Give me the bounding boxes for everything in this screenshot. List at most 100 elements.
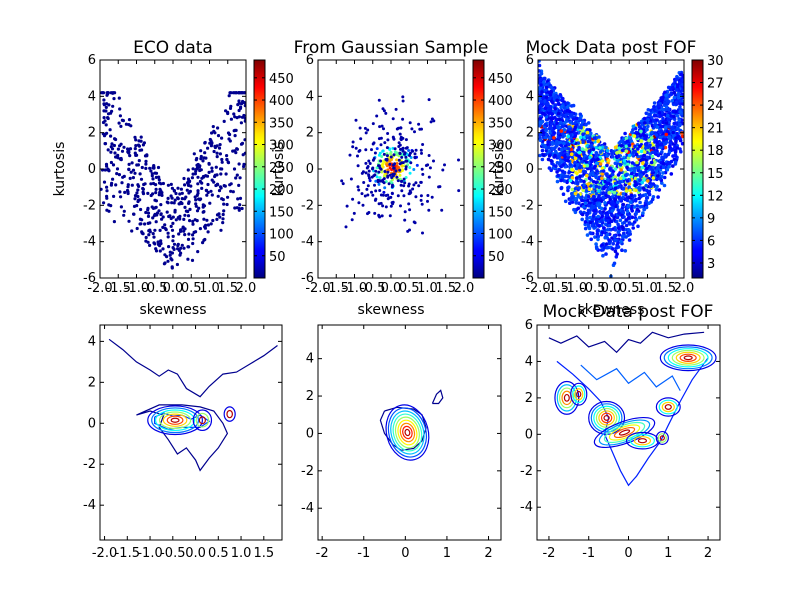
scatter-point	[388, 214, 392, 218]
scatter-point	[620, 148, 625, 153]
scatter-point	[351, 140, 355, 144]
scatter-point	[390, 185, 394, 189]
scatter-point	[382, 159, 385, 163]
scatter-point	[543, 99, 547, 103]
scatter-point	[430, 195, 434, 199]
scatter-point	[563, 120, 567, 125]
scatter-point	[340, 179, 344, 183]
scatter-point	[662, 175, 667, 180]
scatter-point	[395, 127, 399, 131]
scatter-point	[170, 228, 175, 232]
scatter-point	[212, 129, 216, 133]
contour-line	[226, 409, 233, 419]
scatter-point	[579, 135, 583, 140]
scatter-point	[349, 177, 353, 181]
scatter-point	[195, 193, 199, 197]
scatter-point	[197, 206, 201, 210]
scatter-point	[160, 217, 164, 221]
scatter-point	[590, 159, 594, 164]
scatter-point	[184, 195, 188, 199]
scatter-point	[651, 182, 656, 186]
scatter-point	[549, 159, 553, 163]
scatter-point	[589, 231, 593, 236]
scatter-point	[208, 137, 212, 142]
scatter-point	[144, 235, 148, 240]
colorbar-tick-label: 250	[488, 161, 513, 176]
scatter-point	[624, 149, 628, 153]
contour-line	[166, 415, 184, 425]
scatter-point	[191, 222, 195, 226]
scatter-point	[587, 149, 592, 153]
scatter-point	[595, 169, 599, 173]
scatter-point	[633, 126, 638, 131]
scatter-point	[426, 199, 429, 203]
scatter-point	[366, 128, 370, 132]
colorbar-tick-label: 50	[488, 250, 505, 265]
scatter-point	[592, 166, 596, 170]
scatter-point	[556, 131, 561, 135]
scatter-point	[419, 198, 423, 202]
scatter-point	[612, 190, 617, 195]
scatter-point	[153, 198, 157, 202]
axes-frame-gauss-contour	[317, 324, 502, 541]
scatter-point	[205, 174, 210, 178]
scatter-point	[209, 144, 213, 148]
scatter-point	[664, 132, 669, 137]
title-eco: ECO data	[133, 38, 213, 58]
scatter-point	[170, 201, 174, 205]
scatter-point	[549, 126, 553, 130]
scatter-point	[404, 167, 408, 171]
scatter-point	[610, 172, 615, 177]
scatter-point	[578, 112, 583, 117]
scatter-point	[678, 147, 682, 151]
scatter-point	[585, 130, 590, 135]
scatter-point	[549, 116, 553, 121]
scatter-point	[400, 189, 404, 193]
scatter-point	[658, 176, 662, 181]
scatter-point	[620, 248, 624, 252]
ticks-gauss-contour: -2 -1 0 1 2 -4 -2 0 2 4	[301, 325, 501, 561]
scatter-point	[127, 123, 131, 127]
scatter-point	[383, 141, 387, 145]
scatter-point	[119, 124, 123, 128]
scatter-point	[645, 155, 650, 160]
scatter-point	[210, 193, 214, 197]
scatter-point	[428, 166, 432, 170]
scatter-point	[588, 220, 593, 225]
scatter-point	[427, 208, 431, 212]
scatter-point	[166, 235, 170, 239]
scatter-point	[389, 204, 393, 208]
scatter-point	[538, 60, 541, 63]
x-tick-label: 1.0	[637, 281, 658, 296]
scatter-point	[426, 194, 430, 197]
scatter-point	[171, 234, 175, 238]
scatter-point	[594, 161, 599, 166]
scatter-point	[105, 189, 109, 193]
scatter-point	[190, 258, 195, 262]
scatter-point	[117, 121, 121, 125]
scatter-point	[358, 149, 362, 152]
scatter-point	[650, 154, 655, 159]
scatter-point	[127, 118, 132, 122]
contour-line	[657, 433, 667, 443]
scatter-point	[157, 242, 161, 246]
scatter-point	[386, 132, 390, 135]
scatter-point	[207, 161, 211, 166]
scatter-point	[210, 141, 214, 145]
scatter-point	[663, 101, 668, 106]
scatter-point	[571, 117, 576, 121]
scatter-point	[412, 168, 416, 171]
scatter-point	[383, 170, 387, 173]
scatter-point	[382, 152, 386, 156]
scatter-point	[637, 121, 641, 126]
scatter-point	[208, 201, 212, 205]
scatter-point	[681, 102, 684, 106]
title-gauss: From Gaussian Sample	[294, 38, 489, 58]
scatter-point	[585, 163, 590, 168]
scatter-point	[594, 152, 599, 156]
scatter-point	[668, 141, 672, 145]
contour-line	[192, 409, 213, 432]
scatter-point	[371, 122, 375, 126]
scatter-point	[382, 127, 385, 131]
scatter-point	[633, 179, 637, 184]
